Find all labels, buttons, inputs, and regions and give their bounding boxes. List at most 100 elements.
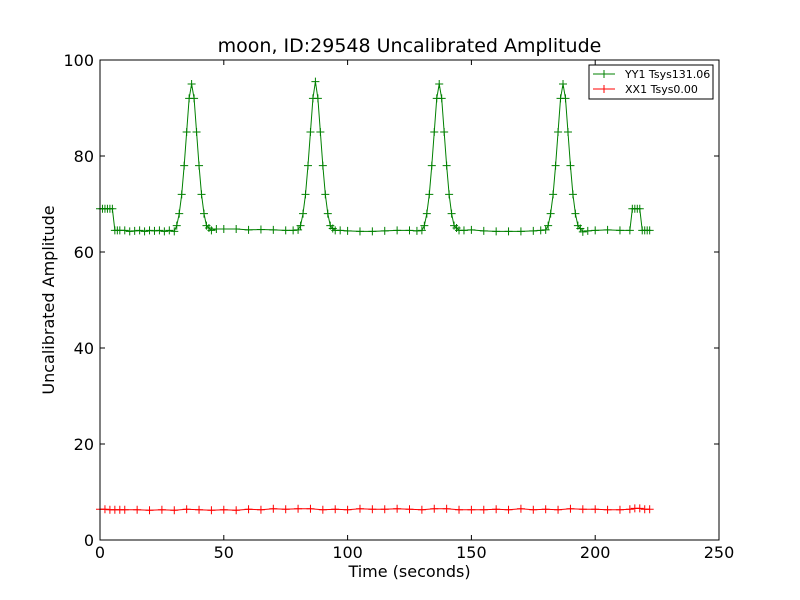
data-point (299, 209, 308, 218)
data-point (318, 505, 327, 514)
y-tick-label: 40 (74, 339, 94, 358)
data-point (566, 161, 575, 170)
data-point (212, 224, 221, 233)
data-point (603, 505, 612, 514)
data-point (422, 209, 431, 218)
data-point (447, 209, 456, 218)
data-point (355, 504, 364, 513)
data-point (546, 209, 555, 218)
data-point (187, 80, 196, 88)
y-tick-label: 0 (84, 531, 94, 550)
data-point (177, 190, 186, 199)
data-point (170, 506, 179, 515)
data-point (516, 227, 525, 236)
data-point (343, 505, 352, 514)
data-point (417, 505, 426, 514)
data-point (425, 190, 434, 199)
legend-marker (600, 85, 608, 93)
data-point (571, 209, 580, 218)
data-point (232, 224, 241, 233)
data-point (541, 225, 550, 234)
ticks-layer: 0 50 100 150 200 250 0 20 40 60 80 100 (63, 51, 734, 562)
data-point (504, 227, 513, 236)
data-point (170, 227, 179, 236)
data-point (120, 226, 129, 235)
y-axis-label: Uncalibrated Amplitude (39, 205, 58, 394)
data-point (551, 161, 560, 170)
data-point (199, 209, 208, 218)
data-point (467, 225, 476, 234)
data-point (635, 204, 644, 213)
data-point (190, 94, 199, 103)
data-point (219, 224, 228, 233)
data-point (541, 505, 550, 514)
chart-title: moon, ID:29548 Uncalibrated Amplitude (218, 35, 602, 57)
data-point (281, 505, 290, 514)
data-point (368, 227, 377, 236)
data-point (417, 226, 426, 235)
data-point (380, 505, 389, 514)
data-point (645, 505, 654, 514)
x-tick-label: 100 (332, 543, 363, 562)
data-point (175, 209, 184, 218)
data-point (563, 128, 572, 136)
y-tick-label: 100 (63, 51, 94, 70)
data-point (140, 227, 149, 236)
data-point (368, 505, 377, 514)
data-point (554, 128, 563, 136)
data-point (336, 226, 345, 235)
data-point (549, 190, 558, 199)
data-point (393, 504, 402, 513)
data-point (256, 225, 265, 234)
data-point (440, 128, 449, 136)
data-point (529, 226, 538, 235)
data-point (568, 190, 577, 199)
data-point (303, 161, 312, 170)
data-point (467, 505, 476, 514)
data-point (615, 226, 624, 235)
data-point (492, 505, 501, 514)
data-point (311, 77, 320, 86)
data-point (442, 504, 451, 513)
legend-box (588, 64, 714, 100)
data-point (645, 226, 654, 235)
data-point (160, 227, 169, 236)
data-point (269, 504, 278, 513)
legend-label: YY1 Tsys131.06 (624, 68, 710, 81)
data-point (343, 226, 352, 235)
data-point (108, 204, 117, 213)
data-point (492, 227, 501, 236)
data-point (306, 128, 315, 136)
data-point (244, 225, 253, 234)
data-point (516, 504, 525, 513)
data-point (155, 226, 164, 235)
data-point (603, 225, 612, 234)
data-point (566, 504, 575, 513)
data-point (281, 226, 290, 235)
data-point (459, 226, 468, 235)
y-tick-label: 80 (74, 147, 94, 166)
x-tick-label: 150 (456, 543, 487, 562)
data-point (635, 504, 644, 513)
y-tick-label: 20 (74, 435, 94, 454)
data-point (294, 504, 303, 513)
data-point (479, 505, 488, 514)
data-point (420, 221, 429, 230)
data-point (380, 226, 389, 235)
data-point (180, 161, 189, 170)
data-point (591, 226, 600, 235)
series-layer (96, 77, 654, 515)
data-point (430, 504, 439, 513)
data-point (321, 190, 330, 199)
data-point (442, 161, 451, 170)
data-point (182, 505, 191, 514)
plot-area (100, 60, 719, 540)
data-point (219, 505, 228, 514)
legend-label: XX1 Tsys0.00 (625, 83, 698, 96)
data-point (145, 506, 154, 515)
data-point (405, 226, 414, 235)
series-1 (96, 77, 654, 236)
data-point (313, 94, 322, 103)
data-point (393, 226, 402, 235)
